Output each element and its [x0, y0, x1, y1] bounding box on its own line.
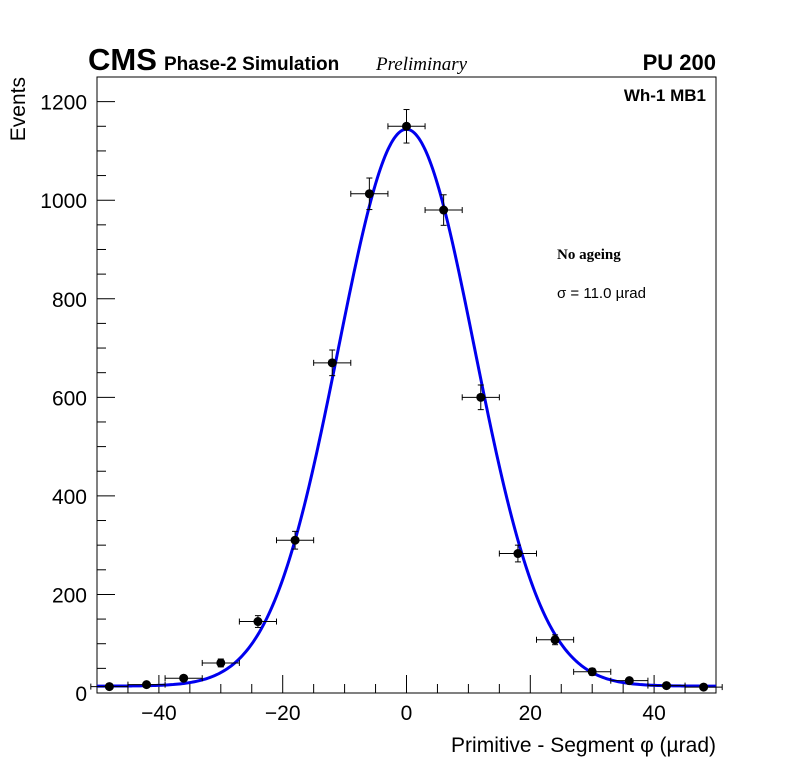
- marker: [253, 617, 263, 627]
- condition-annotation: No ageing: [557, 247, 621, 263]
- y-tick-label: 1200: [40, 92, 87, 115]
- phase-label: Phase-2 Simulation: [164, 54, 339, 75]
- y-tick-label: 800: [52, 289, 87, 312]
- marker: [216, 658, 226, 668]
- fit-layer: [97, 127, 716, 688]
- x-tick-label: 0: [401, 702, 413, 725]
- marker: [364, 189, 374, 199]
- marker: [550, 635, 560, 645]
- y-tick-label: 200: [52, 584, 87, 607]
- y-axis-label: Events: [7, 77, 30, 141]
- marker: [624, 676, 634, 686]
- data-point: [461, 384, 500, 411]
- y-tick-label: 400: [52, 486, 87, 509]
- marker: [327, 358, 337, 368]
- marker: [439, 205, 449, 215]
- marker: [587, 667, 597, 677]
- data-point: [424, 194, 463, 226]
- fit-curve: [97, 127, 716, 688]
- data-point: [164, 673, 203, 683]
- y-tick-label: 0: [75, 683, 87, 706]
- legend-label: Wh-1 MB1: [624, 86, 706, 105]
- marker: [513, 549, 523, 559]
- marker: [661, 681, 671, 691]
- marker: [104, 682, 114, 692]
- x-tick-label: −20: [265, 702, 301, 725]
- x-axis-label: Primitive - Segment φ (µrad): [451, 734, 716, 757]
- points-layer: [90, 109, 723, 692]
- marker: [290, 535, 300, 545]
- data-point: [684, 682, 723, 692]
- data-point: [573, 667, 612, 677]
- data-point: [276, 530, 315, 550]
- data-point: [647, 681, 686, 691]
- marker: [142, 680, 152, 690]
- data-point: [127, 680, 166, 690]
- pileup-label: PU 200: [643, 50, 716, 75]
- y-tick-label: 1000: [40, 190, 87, 213]
- marker: [402, 121, 411, 131]
- data-point: [313, 349, 352, 377]
- plot-frame: [96, 76, 717, 694]
- marker: [699, 682, 709, 692]
- marker: [476, 392, 486, 402]
- data-point: [238, 615, 278, 628]
- data-point: [535, 634, 575, 646]
- x-tick-label: 20: [519, 702, 542, 725]
- y-tick-label: 600: [52, 387, 87, 410]
- preliminary-label: Preliminary: [375, 54, 468, 75]
- cms-label: CMS: [88, 42, 157, 77]
- data-point: [201, 658, 240, 668]
- data-point: [498, 544, 537, 563]
- data-point: [350, 177, 389, 211]
- x-tick-label: −40: [141, 702, 177, 725]
- data-point: [90, 682, 129, 692]
- sigma-annotation: σ = 11.0 µrad: [557, 285, 646, 302]
- x-tick-label: 40: [642, 702, 665, 725]
- marker: [179, 673, 189, 683]
- data-point: [387, 109, 426, 144]
